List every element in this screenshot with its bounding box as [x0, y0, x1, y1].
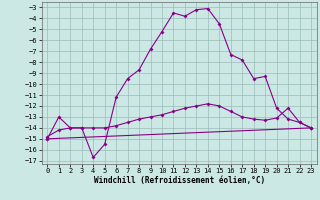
X-axis label: Windchill (Refroidissement éolien,°C): Windchill (Refroidissement éolien,°C): [94, 176, 265, 185]
